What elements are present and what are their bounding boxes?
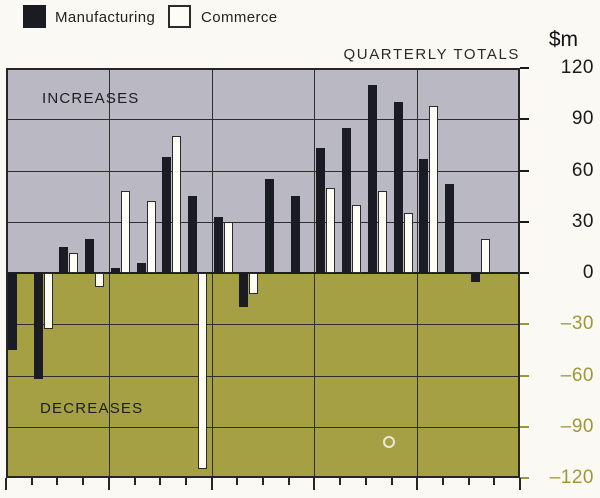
bar-commerce-q5	[120, 191, 130, 273]
commerce-legend-label: Commerce	[201, 9, 278, 26]
bar-manufacturing-q4	[85, 238, 95, 273]
zero-baseline	[6, 272, 520, 274]
x-tick-quarter	[82, 478, 85, 485]
bar-manufacturing-q13	[316, 148, 326, 273]
y-tick-mark	[520, 169, 529, 172]
h-gridline	[6, 324, 520, 326]
bar-manufacturing-q3	[59, 247, 69, 273]
bar-manufacturing-q11	[265, 179, 274, 273]
x-tick-quarter	[262, 478, 264, 485]
y-tick-label: 0	[582, 262, 594, 283]
x-tick-year	[313, 478, 316, 490]
h-gridline	[6, 170, 520, 172]
x-tick-quarter	[56, 478, 59, 485]
bar-manufacturing-q1	[8, 273, 17, 350]
x-tick-year	[5, 478, 7, 490]
x-tick-year	[210, 478, 213, 490]
bar-commerce-q3	[69, 252, 79, 273]
increases-label: INCREASES	[42, 90, 140, 107]
x-tick-quarter	[236, 478, 239, 485]
x-tick-quarter	[339, 478, 342, 485]
bar-commerce-q8	[197, 273, 207, 470]
bar-manufacturing-q2	[33, 273, 43, 379]
print-artifact-circle	[383, 436, 395, 448]
x-tick-quarter	[441, 478, 444, 485]
bar-commerce-q17	[429, 105, 439, 273]
bar-manufacturing-q5	[110, 267, 120, 273]
bar-manufacturing-q17	[419, 158, 429, 273]
y-tick-mark	[520, 220, 529, 223]
y-tick-mark	[520, 477, 529, 479]
chart-title: QUARTERLY TOTALS	[343, 46, 520, 63]
y-tick-label: 60	[571, 159, 594, 181]
y-tick-mark	[520, 425, 529, 428]
y-tick-label: –30	[560, 313, 594, 335]
bar-commerce-q4	[95, 273, 105, 287]
y-tick-mark	[520, 67, 529, 69]
bar-manufacturing-q18	[444, 184, 454, 273]
bar-commerce-q14	[352, 204, 362, 273]
bar-manufacturing-q12	[290, 196, 300, 273]
bar-commerce-q2	[43, 273, 53, 330]
y-axis: 120 90 60 30 0 –30 –60 –90 –120	[520, 57, 598, 488]
x-tick-year	[519, 478, 521, 490]
y-tick-label: 30	[571, 210, 594, 232]
bar-commerce-q6	[146, 201, 156, 273]
x-tick-quarter	[159, 478, 162, 485]
h-gridline	[6, 119, 520, 121]
y-tick-label: 120	[560, 57, 594, 78]
bar-commerce-q13	[326, 187, 336, 273]
y-tick-mark	[520, 118, 529, 121]
h-gridline	[6, 426, 520, 428]
bar-commerce-q7	[172, 136, 182, 273]
y-tick-mark	[520, 323, 529, 326]
y-tick-label: –60	[560, 364, 594, 386]
bar-commerce-q15	[377, 191, 387, 273]
bar-manufacturing-q16	[393, 102, 403, 273]
y-tick-mark	[520, 374, 529, 377]
bar-commerce-q19	[480, 238, 490, 273]
bar-manufacturing-q7	[162, 156, 172, 273]
x-tick-year	[107, 478, 110, 490]
commerce-swatch-icon	[168, 5, 191, 28]
bar-commerce-q10	[249, 273, 259, 294]
x-tick-quarter	[493, 478, 496, 485]
x-tick-quarter	[364, 478, 367, 485]
x-tick-quarter	[287, 478, 290, 485]
bar-manufacturing-q6	[136, 262, 146, 273]
bar-commerce-q9	[223, 221, 233, 273]
x-tick-quarter	[184, 478, 187, 485]
x-axis-ticks	[5, 478, 522, 492]
bar-manufacturing-q9	[213, 216, 223, 273]
plot-area: INCREASES DECREASES	[6, 68, 520, 478]
decreases-label: DECREASES	[40, 400, 144, 417]
x-tick-quarter	[467, 478, 470, 485]
bar-manufacturing-q14	[342, 127, 352, 273]
unit-label: $m	[548, 28, 578, 51]
manufacturing-swatch-icon	[23, 5, 46, 28]
x-tick-quarter	[133, 478, 136, 485]
h-gridline	[6, 221, 520, 223]
bar-manufacturing-q10	[239, 273, 249, 308]
y-tick-label: –90	[560, 415, 594, 437]
y-tick-label: –120	[549, 467, 594, 488]
y-tick-label: 90	[571, 108, 594, 130]
bar-manufacturing-q8	[187, 196, 197, 273]
x-tick-quarter	[30, 478, 33, 485]
x-tick-year	[416, 478, 419, 490]
manufacturing-legend-label: Manufacturing	[55, 9, 156, 26]
y-tick-mark	[520, 272, 529, 274]
bar-manufacturing-q15	[367, 85, 377, 273]
x-tick-quarter	[390, 478, 393, 485]
bar-commerce-q16	[403, 213, 413, 273]
h-gridline	[6, 375, 520, 377]
bar-manufacturing-q19	[470, 273, 480, 282]
